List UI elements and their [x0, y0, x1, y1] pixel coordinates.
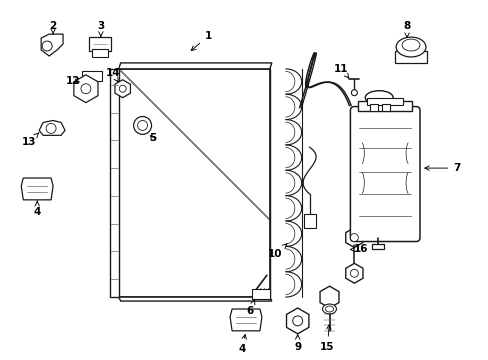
Polygon shape [319, 286, 338, 308]
Text: 10: 10 [267, 244, 286, 260]
Bar [82, 71, 102, 81]
Text: 14: 14 [105, 68, 120, 82]
Bar [303, 214, 315, 228]
Ellipse shape [292, 316, 302, 326]
Bar [366, 98, 402, 105]
Ellipse shape [350, 269, 358, 277]
Text: 2: 2 [49, 21, 57, 34]
FancyBboxPatch shape [350, 107, 419, 242]
Bar [89, 37, 111, 51]
Ellipse shape [350, 234, 358, 242]
Text: 4: 4 [34, 201, 41, 217]
Bar [369, 104, 377, 111]
Polygon shape [345, 264, 362, 283]
Text: 9: 9 [294, 335, 301, 352]
Polygon shape [74, 75, 98, 103]
Ellipse shape [322, 304, 336, 314]
Polygon shape [230, 309, 262, 331]
Bar [109, 69, 119, 297]
Text: 3: 3 [97, 21, 104, 37]
Bar [92, 49, 107, 57]
Ellipse shape [42, 41, 52, 51]
Polygon shape [41, 34, 63, 56]
Ellipse shape [351, 90, 357, 96]
Polygon shape [115, 80, 130, 98]
Bar [358, 100, 411, 111]
Bar [371, 243, 383, 249]
Ellipse shape [137, 121, 147, 130]
Bar [382, 104, 389, 111]
Bar [394, 51, 426, 63]
Polygon shape [286, 308, 308, 334]
Bar [119, 69, 269, 297]
Ellipse shape [133, 117, 151, 134]
Ellipse shape [401, 39, 419, 51]
Ellipse shape [46, 123, 56, 133]
Bar [251, 289, 269, 299]
Text: 15: 15 [320, 325, 334, 352]
Text: 13: 13 [22, 132, 39, 147]
Text: 1: 1 [191, 31, 211, 50]
Polygon shape [119, 297, 271, 301]
Text: 8: 8 [403, 21, 410, 37]
Ellipse shape [119, 85, 126, 92]
Text: 7: 7 [424, 163, 460, 173]
Text: 12: 12 [65, 76, 80, 86]
Polygon shape [345, 228, 362, 247]
Ellipse shape [395, 37, 425, 57]
Polygon shape [21, 178, 53, 200]
Ellipse shape [365, 91, 392, 105]
Polygon shape [119, 63, 271, 69]
Text: 11: 11 [333, 64, 348, 78]
Ellipse shape [325, 306, 333, 312]
Text: 6: 6 [246, 300, 254, 316]
Text: 4: 4 [238, 334, 246, 354]
Polygon shape [39, 121, 65, 135]
Text: 5: 5 [148, 133, 156, 143]
Ellipse shape [81, 84, 91, 94]
Text: 16: 16 [350, 244, 368, 255]
